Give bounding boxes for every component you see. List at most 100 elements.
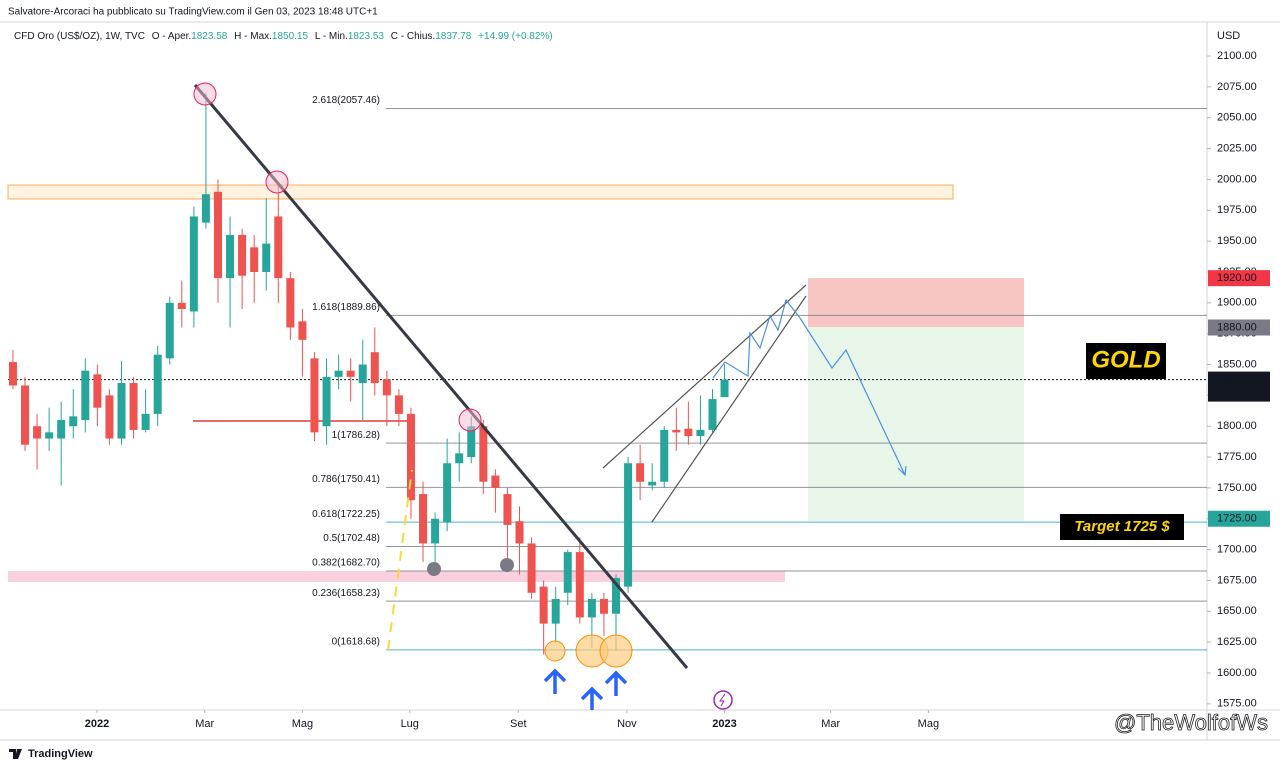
- candle-body: [45, 432, 54, 439]
- x-tick-label: 2022: [85, 718, 109, 730]
- candle-body: [189, 216, 198, 312]
- price-tag: [1208, 270, 1270, 287]
- event-icon: [719, 693, 726, 707]
- event-icon: [713, 690, 733, 710]
- candle-body: [491, 475, 500, 488]
- gold-label: GOLD: [1091, 346, 1160, 373]
- candle-body: [419, 494, 428, 544]
- candle-body: [612, 577, 621, 614]
- label: L - Min.: [315, 31, 348, 42]
- candle-body: [201, 194, 210, 223]
- candle-body: [696, 429, 705, 437]
- y-tick-label: 1950.00: [1217, 235, 1257, 247]
- y-tick-label: 1700.00: [1217, 544, 1257, 556]
- up-arrow: [580, 686, 604, 710]
- y-tick-label: 2025.00: [1217, 143, 1257, 155]
- x-tick-label: Mar: [821, 718, 840, 730]
- x-tick-label: Nov: [617, 718, 637, 730]
- x-tick-label: 2023: [712, 718, 736, 730]
- y-tick-label: 1650.00: [1217, 605, 1257, 617]
- price-tag-label: 1920.00: [1217, 272, 1257, 284]
- candle-body: [105, 395, 114, 439]
- candle-body: [479, 426, 488, 482]
- x-tick-label: Lug: [401, 718, 419, 730]
- candle-body: [129, 383, 138, 430]
- channel: [602, 284, 807, 469]
- candle-body: [238, 234, 247, 276]
- countdown: 3d 5h: [1217, 388, 1245, 400]
- value: 1823.53: [348, 31, 385, 42]
- fib-label: 0.786(1750.41): [312, 474, 380, 485]
- y-tick-label: 1975.00: [1217, 204, 1257, 216]
- candle-body: [153, 354, 162, 414]
- stop-zone: [808, 278, 1024, 327]
- y-tick-label: 1750.00: [1217, 482, 1257, 494]
- dashed-line: [387, 469, 413, 651]
- candle-body: [503, 494, 512, 525]
- candle-body: [8, 362, 17, 386]
- y-tick-label: 1675.00: [1217, 574, 1257, 586]
- candle-body: [539, 586, 548, 624]
- legend-header: CFD Oro (US$/OZ), 1W, TVC O - Aper.1823.…: [14, 31, 553, 42]
- candle-body: [274, 216, 283, 279]
- x-tick-label: Set: [510, 718, 527, 730]
- candle-body: [310, 358, 319, 433]
- candle-body: [141, 413, 150, 430]
- drawings-back: 2.618(2057.46) 1.618(1889.86) 1(1786.28) 0.…: [7, 95, 1207, 651]
- candle-body: [286, 278, 295, 328]
- marker: [500, 558, 514, 572]
- label: O - Aper.: [152, 31, 191, 42]
- marker: [427, 562, 441, 576]
- candle-body: [21, 385, 30, 445]
- candle-body: [346, 370, 355, 377]
- candle-body: [587, 598, 596, 618]
- x-tick-label: Mag: [292, 718, 313, 730]
- candle-body: [708, 399, 717, 430]
- candle-body: [57, 420, 66, 439]
- candle-body: [117, 383, 126, 439]
- up-arrow: [604, 670, 628, 696]
- candle-body: [720, 379, 729, 398]
- candle-body: [515, 521, 524, 544]
- target-label: Target 1725 $: [1074, 518, 1170, 535]
- y-tick-label: 1850.00: [1217, 358, 1257, 370]
- candle-body: [69, 416, 78, 427]
- fib-label: 2.618(2057.46): [312, 95, 380, 106]
- candle-body: [563, 552, 572, 593]
- gold-box: [1086, 343, 1166, 379]
- marker: [193, 82, 217, 106]
- candle-body: [443, 463, 452, 523]
- last-price-tag: [1208, 371, 1270, 402]
- candle-body: [467, 426, 476, 458]
- target-zone: [808, 327, 1024, 521]
- y-tick-label: 2000.00: [1217, 173, 1257, 185]
- fib-label: 1(1786.28): [332, 430, 380, 441]
- brand-logo: [9, 749, 22, 759]
- watermark: @TheWolfofWs: [1114, 710, 1268, 735]
- candle-body: [406, 413, 415, 501]
- candle-body: [431, 518, 440, 544]
- fib-label: 0.236(1658.23): [312, 588, 380, 599]
- y-tick-label: 1800.00: [1217, 420, 1257, 432]
- y-tick-label: 1775.00: [1217, 451, 1257, 463]
- candle-body: [334, 370, 343, 377]
- candle-body: [527, 543, 536, 593]
- value: 1823.58: [191, 31, 228, 42]
- fib-label: 0.5(1702.48): [323, 533, 380, 544]
- value: 1850.15: [272, 31, 309, 42]
- price-tag-label: 1880.00: [1217, 321, 1257, 333]
- candle-body: [551, 598, 560, 624]
- y-tick-label: 2050.00: [1217, 112, 1257, 124]
- marker: [599, 634, 633, 668]
- candle-body: [81, 370, 90, 421]
- price-tag: [1208, 319, 1270, 336]
- candle-body: [575, 552, 584, 618]
- currency: USD: [1217, 30, 1240, 42]
- candle-body: [358, 364, 367, 384]
- candle-body: [648, 481, 657, 486]
- candle-body: [226, 234, 235, 279]
- candle-body: [262, 243, 271, 272]
- y-tick-label: 1900.00: [1217, 297, 1257, 309]
